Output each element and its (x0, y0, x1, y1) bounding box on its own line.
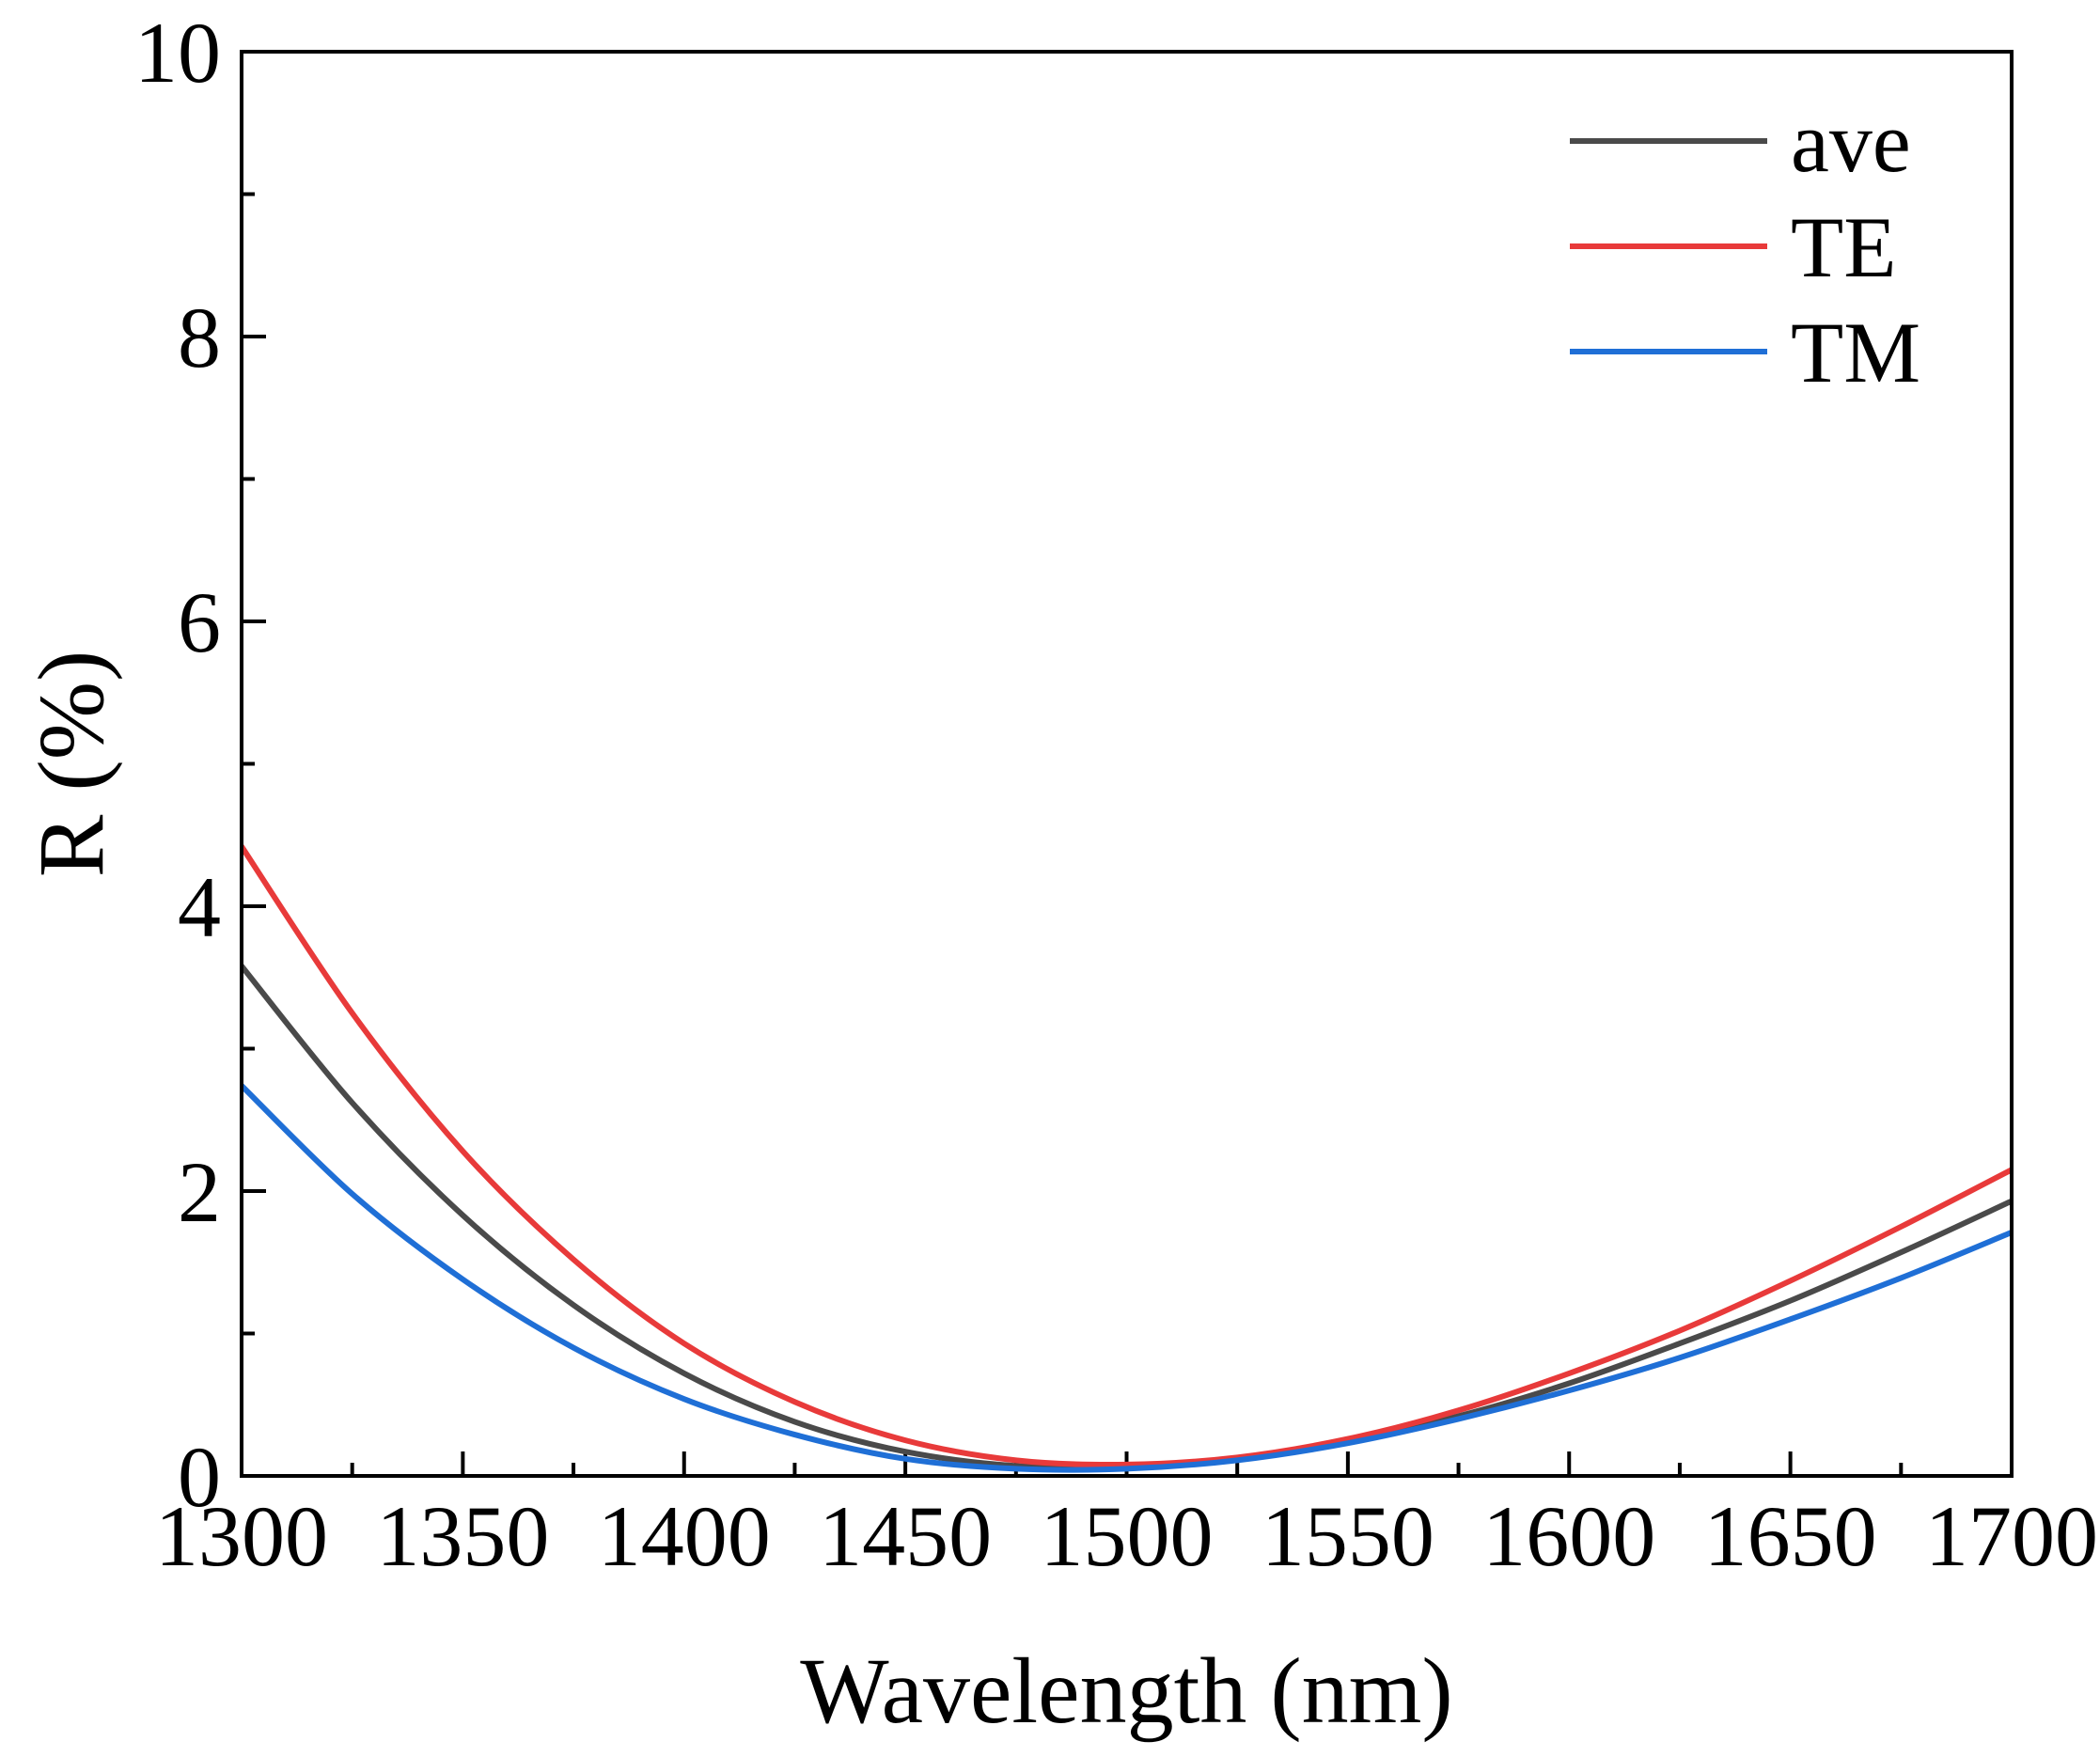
axis-ticks (240, 50, 2014, 1478)
x-axis-title: Wavelength (nm) (800, 1639, 1452, 1743)
series-line-ave (242, 963, 2012, 1471)
y-tick-label: 8 (178, 290, 221, 385)
x-tick-label: 1400 (598, 1488, 771, 1584)
x-tick-label: 1550 (1262, 1488, 1434, 1584)
legend-label-tm: TM (1791, 305, 1920, 400)
x-tick-label: 1650 (1704, 1488, 1877, 1584)
x-tick-label: 1300 (155, 1488, 328, 1584)
legend-label-te: TE (1791, 199, 1896, 295)
x-tick-label: 1700 (1925, 1488, 2098, 1584)
y-tick-label: 10 (134, 5, 221, 101)
y-tick-label: 6 (178, 574, 221, 670)
series-line-tm (242, 1082, 2012, 1473)
x-tick-label: 1600 (1482, 1488, 1655, 1584)
y-tick-label: 0 (178, 1429, 221, 1525)
y-axis-title: R (%) (19, 651, 123, 878)
tick-labels: 1300 1350 1400 1450 1500 1550 1600 1650 1700 0 2 4 6… (134, 5, 2098, 1584)
plot-frame (240, 50, 2014, 1478)
x-tick-label: 1500 (1041, 1488, 1214, 1584)
series-line-te (242, 843, 2012, 1468)
x-tick-label: 1350 (376, 1488, 549, 1584)
series-lines (242, 843, 2012, 1473)
legend-label-ave: ave (1791, 94, 1911, 190)
x-tick-label: 1450 (819, 1488, 992, 1584)
y-tick-label: 2 (178, 1144, 221, 1240)
y-tick-label: 4 (178, 859, 221, 955)
